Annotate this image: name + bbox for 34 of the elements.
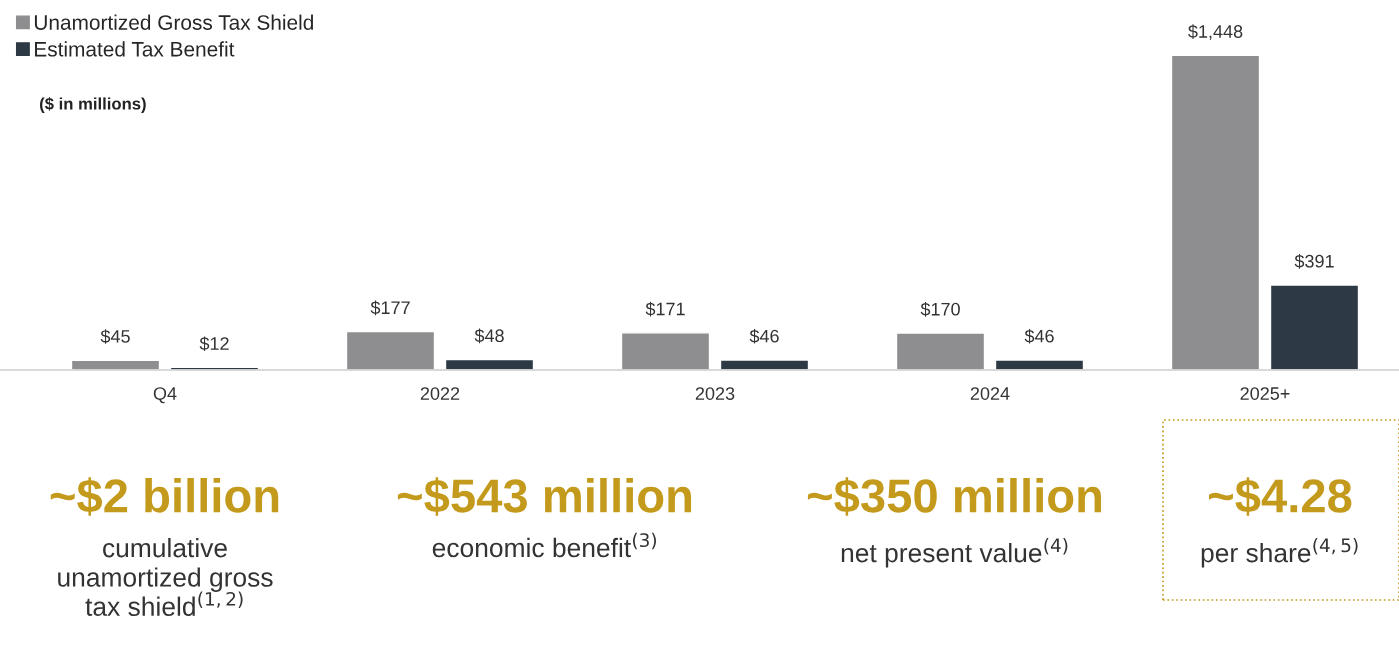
- bar: [994, 359, 1085, 370]
- data-label: $170: [920, 302, 960, 317]
- data-label: $45: [100, 329, 130, 344]
- data-label: $48: [474, 328, 504, 344]
- text: ~$4.28: [1209, 477, 1352, 516]
- bar: [895, 332, 986, 370]
- data-label: $171: [645, 301, 685, 317]
- bar: [1269, 284, 1360, 370]
- x-tick-label: 2024: [970, 387, 1010, 400]
- x-tick-label: 2025+: [1240, 387, 1290, 400]
- text: net present value$^{(4)}$: [841, 538, 1068, 568]
- text: ~$543 million: [397, 477, 692, 516]
- data-label: $46: [1024, 329, 1054, 344]
- data-label: $391: [1294, 254, 1334, 269]
- bar: [719, 359, 810, 370]
- text: cumulative unamortized gross tax shield$^{(1,2)}$: [58, 538, 273, 616]
- x-tick-label: 2023: [695, 387, 735, 400]
- bar: [345, 330, 436, 370]
- legend-label: Unamortized Gross Tax Shield: [34, 14, 313, 30]
- text: economic benefit$^{(3)}$: [432, 532, 656, 558]
- text: ~$2 billion: [50, 477, 279, 516]
- data-label: $177: [370, 300, 410, 316]
- bar: [1170, 54, 1261, 370]
- bar: [444, 358, 535, 370]
- text: per share$^{(4,5)}$: [1201, 538, 1358, 568]
- data-label: $12: [199, 336, 229, 352]
- x-tick-label: Q4: [153, 387, 177, 404]
- text: ~$350 million: [807, 477, 1102, 516]
- data-label: $46: [749, 329, 779, 344]
- data-label: $1,448: [1188, 24, 1243, 41]
- bar: [620, 332, 711, 370]
- legend-label: Estimated Tax Benefit: [35, 41, 235, 57]
- x-tick-label: 2022: [420, 387, 460, 400]
- annotation: ($ in millions): [40, 97, 146, 113]
